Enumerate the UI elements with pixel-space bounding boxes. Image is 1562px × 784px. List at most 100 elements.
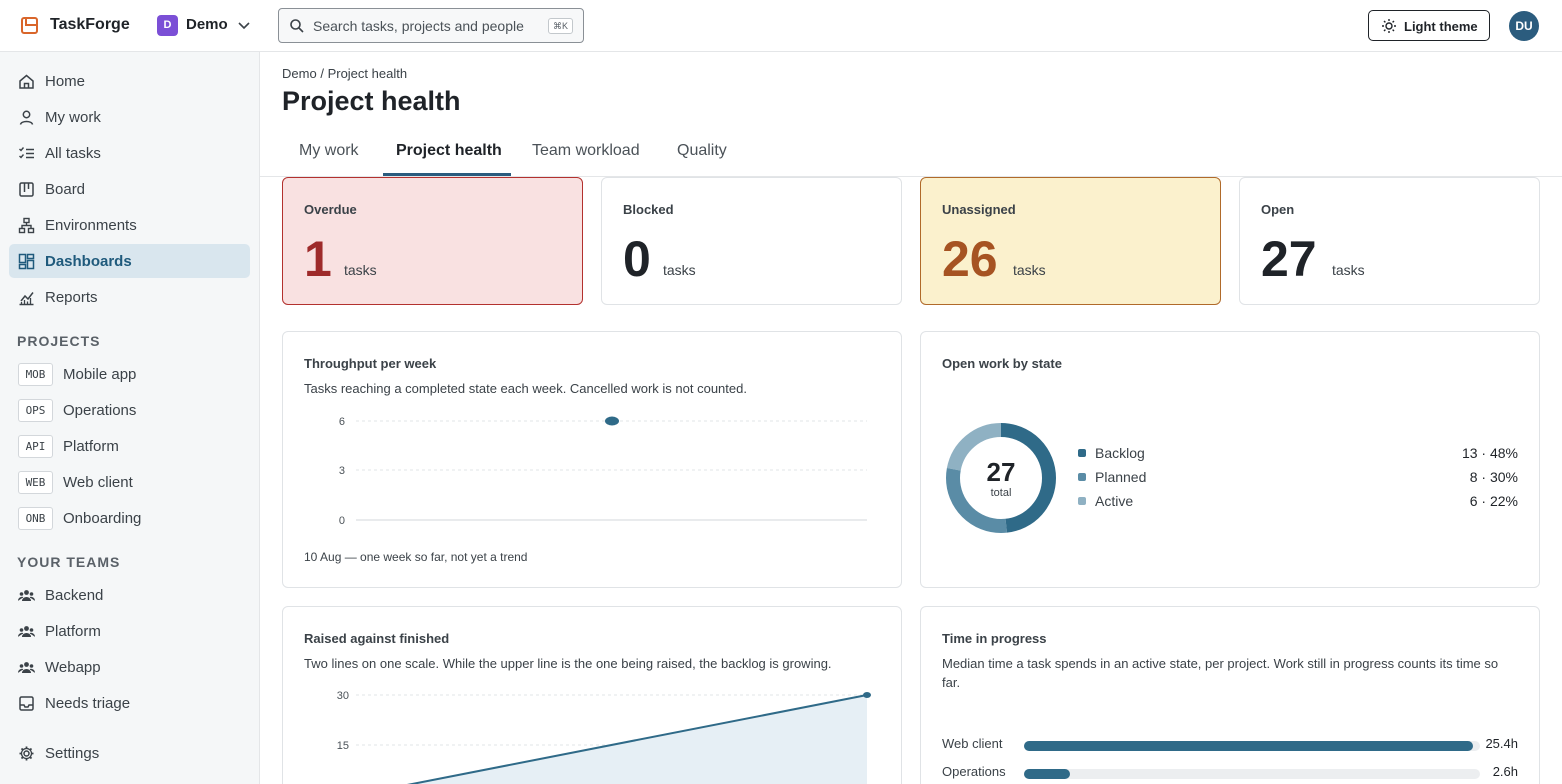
sidebar-item-environments[interactable]: Environments bbox=[9, 208, 250, 242]
search-box[interactable]: ⌘K bbox=[278, 8, 584, 43]
teams-section-title: YOUR TEAMS bbox=[17, 554, 121, 570]
raised-area bbox=[412, 695, 867, 784]
donut-segment-planned bbox=[946, 423, 1056, 533]
card-title: Open work by state bbox=[942, 356, 1062, 371]
card-description: Median time a task spends in an active s… bbox=[942, 656, 1499, 690]
project-label: Operations bbox=[63, 402, 137, 419]
stat-label: Open bbox=[1261, 202, 1295, 217]
sidebar-item-label: Backend bbox=[45, 587, 104, 604]
taskforge-logo-icon[interactable] bbox=[20, 15, 40, 35]
raised-finished-chart: 30 15 bbox=[337, 690, 871, 784]
gear-icon bbox=[19, 746, 34, 761]
legend-name: Backlog bbox=[1095, 445, 1145, 461]
legend-swatch bbox=[1078, 497, 1086, 505]
user-icon bbox=[19, 110, 34, 125]
sun-icon bbox=[1382, 19, 1396, 33]
bar-label: Web client bbox=[942, 736, 1003, 751]
projects-section-title: PROJECTS bbox=[17, 333, 101, 349]
sidebar-item-reports[interactable]: Reports bbox=[9, 280, 250, 314]
card-title: Raised against finished bbox=[304, 631, 450, 646]
open-work-card: Open work by state 27 total Backlog 13 ·… bbox=[920, 331, 1540, 588]
throughput-card: Throughput per week Tasks reaching a com… bbox=[282, 331, 902, 588]
environments-icon bbox=[18, 217, 35, 234]
sidebar-project-platform[interactable]: API Platform bbox=[9, 429, 250, 463]
search-icon bbox=[290, 19, 304, 33]
active-tab-indicator bbox=[383, 173, 511, 176]
sidebar-project-onboarding[interactable]: ONB Onboarding bbox=[9, 501, 250, 535]
bar-value: 2.6h bbox=[1492, 764, 1518, 779]
sidebar-item-label: My work bbox=[45, 109, 101, 126]
search-shortcut: ⌘K bbox=[547, 18, 573, 34]
bar-row-operations[interactable]: Operations 2.6h bbox=[942, 762, 1518, 782]
legend-value: 13 · 48% bbox=[1461, 445, 1518, 461]
stat-card-open[interactable]: Open 27 tasks bbox=[1239, 177, 1540, 305]
theme-toggle-button[interactable]: Light theme bbox=[1368, 10, 1490, 41]
sidebar-item-home[interactable]: Home bbox=[9, 64, 250, 98]
user-avatar[interactable]: DU bbox=[1509, 11, 1539, 41]
sidebar: Home My work All tasks Board Environment… bbox=[0, 52, 260, 784]
raised-point bbox=[863, 692, 871, 698]
project-code: API bbox=[18, 435, 53, 458]
sidebar-item-all-tasks[interactable]: All tasks bbox=[9, 136, 250, 170]
y-tick-label: 30 bbox=[337, 690, 349, 702]
sidebar-item-label: Needs triage bbox=[45, 695, 131, 712]
tab-project-health[interactable]: Project health bbox=[396, 142, 502, 159]
card-title: Throughput per week bbox=[304, 356, 437, 371]
search-input[interactable] bbox=[313, 17, 543, 35]
stat-value: 0 bbox=[623, 231, 651, 287]
app-name[interactable]: TaskForge bbox=[50, 16, 130, 33]
project-label: Web client bbox=[63, 474, 133, 491]
sidebar-item-settings[interactable]: Settings bbox=[9, 736, 250, 770]
sidebar-item-dashboards[interactable]: Dashboards bbox=[9, 244, 250, 278]
project-label: Mobile app bbox=[63, 366, 137, 383]
throughput-chart: 6 3 0 bbox=[339, 416, 867, 527]
stat-unit: tasks bbox=[1332, 262, 1365, 278]
stat-card-blocked[interactable]: Blocked 0 tasks bbox=[601, 177, 902, 305]
sidebar-team-backend[interactable]: Backend bbox=[9, 578, 250, 612]
team-icon bbox=[18, 590, 35, 601]
tab-quality[interactable]: Quality bbox=[677, 142, 727, 159]
donut-segment-backlog bbox=[946, 423, 1056, 533]
stat-value: 27 bbox=[1261, 231, 1317, 287]
page-title: Project health bbox=[282, 86, 461, 116]
stat-card-overdue[interactable]: Overdue 1 tasks bbox=[282, 177, 583, 305]
sidebar-project-mobile-app[interactable]: MOB Mobile app bbox=[9, 357, 250, 391]
legend-item-backlog[interactable]: Backlog 13 · 48% bbox=[1078, 445, 1518, 463]
sidebar-item-label: Platform bbox=[45, 623, 101, 640]
stat-value: 26 bbox=[942, 231, 998, 287]
raised-line bbox=[407, 694, 868, 784]
workspace-name[interactable]: Demo bbox=[186, 16, 228, 33]
sidebar-item-board[interactable]: Board bbox=[9, 172, 250, 206]
legend-item-planned[interactable]: Planned 8 · 30% bbox=[1078, 469, 1518, 487]
donut-total-label: total bbox=[991, 487, 1012, 499]
legend-item-active[interactable]: Active 6 · 22% bbox=[1078, 493, 1518, 511]
stat-value: 1 bbox=[304, 231, 332, 287]
project-code: OPS bbox=[18, 399, 53, 422]
tab-team-workload[interactable]: Team workload bbox=[532, 142, 640, 159]
project-code: MOB bbox=[18, 363, 53, 386]
sidebar-item-needs-triage[interactable]: Needs triage bbox=[9, 686, 250, 720]
breadcrumb-parent[interactable]: Demo bbox=[282, 66, 317, 81]
time-in-progress-card: Time in progress Median time a task spen… bbox=[920, 606, 1540, 784]
bar-fill bbox=[1024, 769, 1070, 779]
tab-my-work[interactable]: My work bbox=[299, 142, 359, 159]
stat-unit: tasks bbox=[1013, 262, 1046, 278]
open-work-donut-chart: 27 total bbox=[946, 423, 1056, 533]
legend-value: 8 · 30% bbox=[1469, 469, 1518, 485]
sidebar-item-label: Environments bbox=[45, 217, 137, 234]
sidebar-project-web-client[interactable]: WEB Web client bbox=[9, 465, 250, 499]
stat-unit: tasks bbox=[663, 262, 696, 278]
stat-card-unassigned[interactable]: Unassigned 26 tasks bbox=[920, 177, 1221, 305]
workspace-badge[interactable]: D bbox=[157, 15, 178, 36]
project-code: ONB bbox=[18, 507, 53, 530]
sidebar-team-platform[interactable]: Platform bbox=[9, 614, 250, 648]
stat-label: Unassigned bbox=[942, 202, 1016, 217]
breadcrumb-current: Project health bbox=[327, 66, 408, 81]
sidebar-project-operations[interactable]: OPS Operations bbox=[9, 393, 250, 427]
sidebar-team-webapp[interactable]: Webapp bbox=[9, 650, 250, 684]
bar-row-web-client[interactable]: Web client 25.4h bbox=[942, 734, 1518, 754]
chevron-down-icon[interactable] bbox=[237, 18, 251, 32]
breadcrumb: Demo / Project health bbox=[282, 66, 407, 81]
sidebar-item-label: Home bbox=[45, 73, 86, 90]
sidebar-item-my-work[interactable]: My work bbox=[9, 100, 250, 134]
